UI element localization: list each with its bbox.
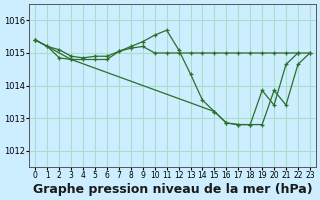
- X-axis label: Graphe pression niveau de la mer (hPa): Graphe pression niveau de la mer (hPa): [33, 183, 312, 196]
